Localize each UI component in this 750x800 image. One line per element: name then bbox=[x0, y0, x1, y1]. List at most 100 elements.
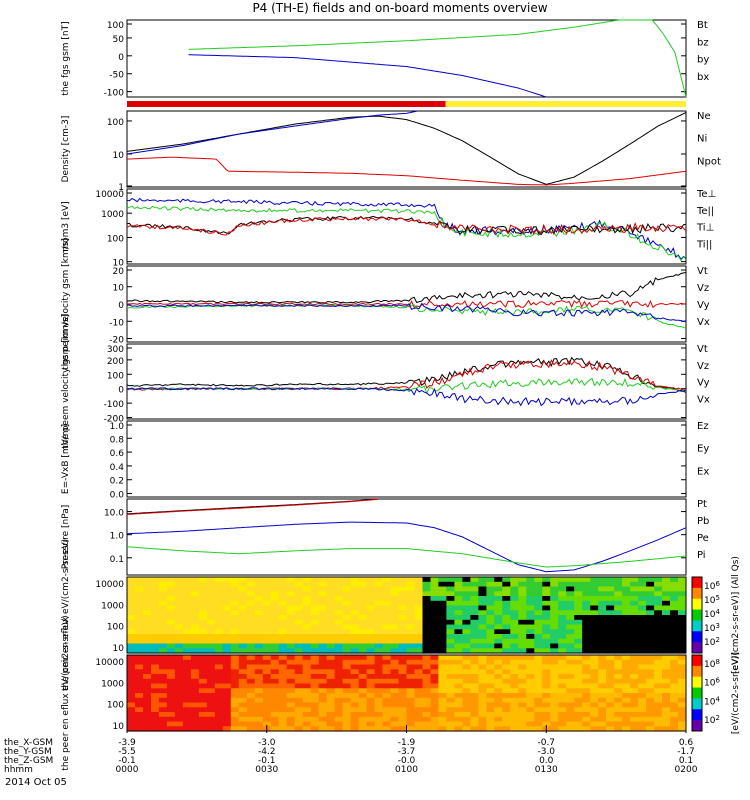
spectrogram-cell bbox=[286, 624, 296, 630]
spectrogram-cell bbox=[478, 577, 487, 583]
spectrogram-cell bbox=[382, 693, 391, 699]
spectrogram-cell bbox=[670, 629, 679, 635]
spectrogram-cell bbox=[374, 664, 384, 670]
spectrogram-cell bbox=[270, 659, 280, 666]
spectrogram-cell bbox=[135, 619, 144, 626]
spectrogram-cell bbox=[654, 643, 663, 649]
spectrogram-cell bbox=[542, 674, 551, 680]
spectrogram-cell bbox=[406, 688, 415, 694]
spectrogram-cell bbox=[374, 605, 384, 611]
spectrogram-cell bbox=[190, 721, 200, 727]
spectrogram-cell bbox=[366, 610, 376, 616]
spectrogram-cell bbox=[590, 619, 599, 626]
spectrogram-cell bbox=[230, 629, 240, 635]
spectrogram-cell bbox=[550, 664, 559, 670]
spectrogram-cell bbox=[654, 586, 663, 592]
spectrogram-cell bbox=[510, 605, 519, 611]
spectrogram-cell bbox=[182, 655, 192, 661]
spectrogram-cell bbox=[638, 581, 647, 588]
spectrogram-cell bbox=[158, 577, 168, 583]
spectrogram-cell bbox=[182, 674, 192, 680]
spectrogram-cell bbox=[614, 655, 623, 661]
spectrogram-cell bbox=[190, 605, 200, 611]
spectrogram-cell bbox=[198, 624, 208, 630]
spectrogram-cell bbox=[574, 605, 583, 611]
spectrogram-cell bbox=[486, 577, 495, 583]
spectrogram-cell bbox=[174, 664, 184, 670]
spectrogram-cell bbox=[390, 629, 399, 635]
spectrogram-cell bbox=[446, 697, 455, 704]
spectrogram-cell bbox=[350, 669, 360, 675]
spectrogram-cell bbox=[366, 683, 376, 689]
spectrogram-cell bbox=[678, 716, 687, 723]
spectrogram-cell bbox=[286, 581, 296, 588]
spectrogram-cell bbox=[326, 619, 336, 626]
spectrogram-cell bbox=[262, 707, 272, 713]
spectrogram-cell bbox=[606, 669, 615, 675]
spectrogram-cell bbox=[158, 716, 168, 723]
spectrogram-cell bbox=[158, 669, 168, 675]
spectrogram-cell bbox=[254, 712, 264, 718]
spectrogram-cell bbox=[582, 638, 591, 645]
y-tick-label: 10 bbox=[113, 259, 125, 269]
spectrogram-cell bbox=[478, 674, 487, 680]
legend-Pe: Pe bbox=[697, 533, 709, 544]
spectrogram-cell bbox=[334, 638, 344, 645]
spectrogram-cell bbox=[558, 605, 567, 611]
spectrogram-cell bbox=[638, 619, 647, 626]
spectrogram-cell bbox=[454, 634, 463, 640]
spectrogram-cell bbox=[614, 664, 623, 670]
spectrogram-cell bbox=[151, 581, 160, 588]
spectrogram-cell bbox=[326, 643, 336, 649]
spectrogram-cell bbox=[262, 721, 272, 727]
spectrogram-cell bbox=[502, 716, 511, 723]
spectrogram-cell bbox=[534, 581, 543, 588]
spectrogram-cell bbox=[430, 688, 439, 694]
spectrogram-cell bbox=[558, 624, 567, 630]
x-axis-value: 0030 bbox=[255, 765, 278, 775]
spectrogram-cell bbox=[614, 697, 623, 704]
spectrogram-cell bbox=[414, 581, 423, 588]
spectrogram-cell bbox=[590, 721, 599, 727]
spectrogram-cell bbox=[558, 674, 567, 680]
spectrogram-cell bbox=[590, 610, 599, 616]
spectrogram-cell bbox=[143, 577, 152, 583]
spectrogram-cell bbox=[214, 721, 224, 727]
spectrogram-cell bbox=[190, 581, 200, 588]
spectrogram-cell bbox=[526, 655, 535, 661]
spectrogram-cell bbox=[238, 659, 248, 666]
spectrogram-cell bbox=[158, 664, 168, 670]
spectrogram-cell bbox=[470, 629, 479, 635]
spectrogram-cell bbox=[502, 610, 511, 616]
spectrogram-cell bbox=[558, 629, 567, 635]
spectrogram-cell bbox=[406, 669, 415, 675]
spectrogram-cell bbox=[334, 648, 344, 654]
panel-frame bbox=[126, 576, 687, 654]
spectrogram-cell bbox=[430, 716, 439, 723]
spectrogram-cell bbox=[630, 716, 639, 723]
spectrogram-cell bbox=[566, 693, 575, 699]
spectrogram-cell bbox=[246, 610, 256, 616]
spectrogram-cell bbox=[630, 577, 639, 583]
spectrogram-cell bbox=[190, 638, 200, 645]
colorbar-segment bbox=[692, 642, 702, 654]
spectrogram-cell bbox=[614, 669, 623, 675]
spectrogram-cell bbox=[606, 683, 615, 689]
spectrogram-cell bbox=[151, 610, 160, 616]
spectrogram-cell bbox=[518, 643, 527, 649]
spectrogram-cell bbox=[230, 674, 240, 680]
spectrogram-cell bbox=[422, 586, 431, 592]
spectrogram-cell bbox=[174, 610, 184, 616]
spectrogram-cell bbox=[358, 596, 368, 602]
spectrogram-cell bbox=[670, 610, 679, 616]
spectrogram-cell bbox=[214, 683, 224, 689]
series-Vy bbox=[126, 304, 687, 329]
y-tick-label: -20 bbox=[109, 336, 124, 346]
spectrogram-cell bbox=[382, 581, 391, 588]
spectrogram-cell bbox=[206, 581, 216, 588]
spectrogram-cell bbox=[182, 634, 192, 640]
spectrogram-cell bbox=[534, 697, 543, 704]
spectrogram-cell bbox=[534, 659, 543, 666]
spectrogram-cell bbox=[350, 624, 360, 630]
spectrogram-cell bbox=[286, 726, 296, 732]
